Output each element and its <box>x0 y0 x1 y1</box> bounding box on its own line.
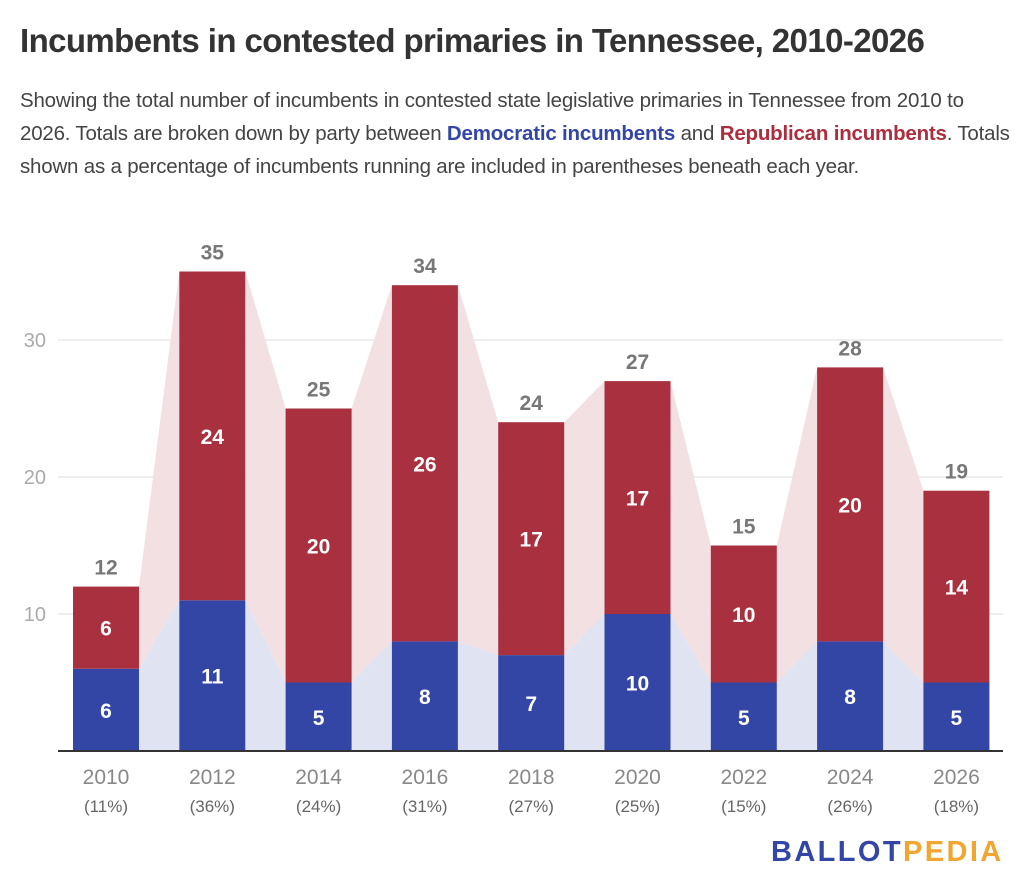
data-label-total: 35 <box>201 242 225 265</box>
x-tick-label: 2026 <box>933 766 980 789</box>
data-label-republican: 10 <box>732 604 755 627</box>
x-tick-label: 2012 <box>189 766 236 789</box>
data-label-total: 12 <box>94 557 117 580</box>
data-label-republican: 17 <box>520 529 543 552</box>
chart-title: Incumbents in contested primaries in Ten… <box>20 22 925 59</box>
x-tick-sublabel: (31%) <box>402 797 447 816</box>
data-label-democratic: 8 <box>419 686 431 709</box>
democratic-connector-area <box>351 641 392 751</box>
data-label-republican: 20 <box>307 536 330 559</box>
data-label-democratic: 5 <box>951 707 963 730</box>
x-tick-sublabel: (15%) <box>721 797 766 816</box>
republican-connector-area <box>245 271 286 683</box>
subtitle-text-3: . Totals shown as a percentage of incumb… <box>20 122 1010 178</box>
subtitle-text-1: Showing the total number of incumbents i… <box>20 89 964 145</box>
bar-republican-2026 <box>923 490 990 683</box>
bar-democratic-2026 <box>923 682 990 751</box>
bar-republican-2012 <box>179 271 246 601</box>
y-tick-label: 30 <box>24 330 46 352</box>
republican-connector-area <box>776 367 818 683</box>
legend-democratic: Democratic incumbents <box>446 122 676 145</box>
data-label-democratic: 6 <box>100 700 112 723</box>
data-label-democratic: 7 <box>525 693 537 716</box>
data-label-total: 28 <box>838 337 862 360</box>
data-label-republican: 20 <box>838 494 861 517</box>
data-label-total: 34 <box>413 255 437 278</box>
data-label-democratic: 10 <box>626 673 649 696</box>
bar-democratic-2020 <box>604 614 671 751</box>
logo-pedia: PEDIA <box>903 836 1004 868</box>
x-tick-sublabel: (25%) <box>615 797 660 816</box>
chart-subtitle: Showing the total number of incumbents i… <box>20 84 1010 183</box>
bar-republican-2016 <box>391 285 458 642</box>
x-tick-sublabel: (27%) <box>509 797 554 816</box>
x-tick-label: 2014 <box>295 766 342 789</box>
data-label-republican: 26 <box>413 453 436 476</box>
x-tick-sublabel: (11%) <box>84 797 128 816</box>
x-tick-label: 2022 <box>720 766 767 789</box>
logo-ballot: BALLOT <box>771 836 903 868</box>
republican-connector-area <box>457 285 499 656</box>
data-label-republican: 24 <box>201 426 225 449</box>
x-tick-label: 2024 <box>827 766 874 789</box>
bar-democratic-2014 <box>285 682 352 751</box>
bar-democratic-2018 <box>498 655 565 751</box>
democratic-connector-area <box>139 600 180 751</box>
data-label-democratic: 11 <box>201 666 224 689</box>
connector-areas <box>139 271 924 751</box>
democratic-connector-area <box>564 614 605 751</box>
democratic-connector-area <box>883 641 924 751</box>
democratic-connector-area <box>245 600 286 751</box>
legend-republican: Republican incumbents <box>719 122 947 145</box>
bar-republican-2022 <box>710 545 777 683</box>
data-label-total: 24 <box>520 392 544 415</box>
data-label-democratic: 5 <box>738 707 750 730</box>
bar-republican-2024 <box>817 367 884 642</box>
bar-democratic-2024 <box>817 641 884 751</box>
subtitle-text-2: and <box>675 122 720 145</box>
y-tick-label: 20 <box>24 467 46 489</box>
republican-connector-area <box>670 381 711 683</box>
data-label-republican: 6 <box>100 618 112 641</box>
labels: 66122010(11%)1124352012(36%)520252014(24… <box>58 242 1003 816</box>
data-label-total: 25 <box>307 379 331 402</box>
data-label-total: 27 <box>626 351 649 374</box>
data-label-total: 19 <box>945 461 968 484</box>
x-tick-sublabel: (36%) <box>190 797 235 816</box>
x-tick-sublabel: (18%) <box>934 797 979 816</box>
data-label-republican: 14 <box>945 577 969 600</box>
x-tick-sublabel: (26%) <box>827 797 872 816</box>
data-label-total: 15 <box>732 516 756 539</box>
bar-democratic-2010 <box>73 668 139 751</box>
data-label-democratic: 8 <box>844 686 856 709</box>
bar-republican-2014 <box>285 408 352 683</box>
x-tick-sublabel: (24%) <box>296 797 341 816</box>
bar-republican-2018 <box>498 422 565 656</box>
bar-republican-2010 <box>73 586 139 669</box>
data-label-republican: 17 <box>626 488 649 511</box>
democratic-connector-area <box>457 641 499 751</box>
bar-democratic-2016 <box>391 641 458 751</box>
republican-connector-area <box>139 271 180 669</box>
x-tick-label: 2020 <box>614 766 661 789</box>
ballotpedia-logo: BALLOTPEDIA <box>771 836 1004 869</box>
x-tick-label: 2016 <box>402 766 449 789</box>
x-tick-label: 2010 <box>83 766 130 789</box>
democratic-connector-area <box>670 614 711 751</box>
bar-democratic-2022 <box>710 682 777 751</box>
y-tick-label: 10 <box>24 604 46 626</box>
republican-connector-area <box>351 285 392 683</box>
data-label-democratic: 5 <box>313 707 325 730</box>
bars <box>73 271 990 751</box>
x-tick-label: 2018 <box>508 766 555 789</box>
republican-connector-area <box>564 381 605 656</box>
democratic-connector-area <box>776 641 818 751</box>
bar-democratic-2012 <box>179 600 246 751</box>
republican-connector-area <box>883 367 924 683</box>
bar-republican-2020 <box>604 381 671 614</box>
